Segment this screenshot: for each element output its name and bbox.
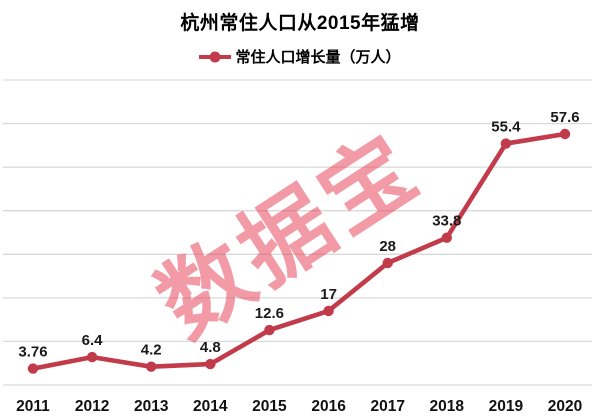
x-axis-tick-label: 2016 [311, 398, 346, 415]
data-label: 55.4 [491, 119, 521, 136]
data-point-marker [146, 361, 157, 372]
data-point-marker [559, 128, 571, 140]
data-point-marker [86, 351, 98, 363]
legend-line-marker-icon [199, 51, 232, 62]
data-point-marker [264, 324, 275, 336]
data-label: 17 [320, 286, 337, 303]
data-point-marker [382, 257, 393, 269]
data-label: 3.76 [18, 344, 47, 361]
data-point-marker [441, 232, 452, 243]
data-point-marker [500, 138, 512, 149]
data-label: 57.6 [550, 109, 579, 126]
legend: 常住人口增长量（万人） [0, 46, 600, 67]
data-label: 33.8 [432, 213, 461, 230]
data-label: 4.2 [141, 342, 162, 359]
series-line [30, 131, 568, 371]
x-axis-tick-label: 2011 [16, 398, 50, 415]
x-axis-tick-label: 2012 [75, 398, 109, 415]
data-label: 4.8 [200, 339, 221, 356]
data-label: 12.6 [255, 305, 284, 322]
x-axis-tick-label: 2013 [134, 398, 169, 415]
x-axis-tick-label: 2020 [548, 398, 582, 415]
chart-title: 杭州常住人口从2015年猛增 [180, 13, 420, 34]
x-axis-tick-label: 2017 [370, 398, 404, 415]
data-label: 28 [379, 238, 396, 255]
data-label: 6.4 [82, 332, 104, 349]
legend-series-label: 常住人口增长量（万人） [235, 49, 401, 66]
data-point-marker [27, 363, 39, 374]
data-point-marker [323, 305, 334, 317]
x-axis-tick-label: 2014 [193, 398, 228, 415]
data-point-marker [205, 358, 216, 370]
x-axis-tick-label: 2015 [252, 398, 287, 415]
legend-dot-icon [209, 51, 221, 62]
x-axis-tick-label: 2018 [430, 398, 465, 415]
x-axis-tick-label: 2019 [489, 398, 524, 415]
